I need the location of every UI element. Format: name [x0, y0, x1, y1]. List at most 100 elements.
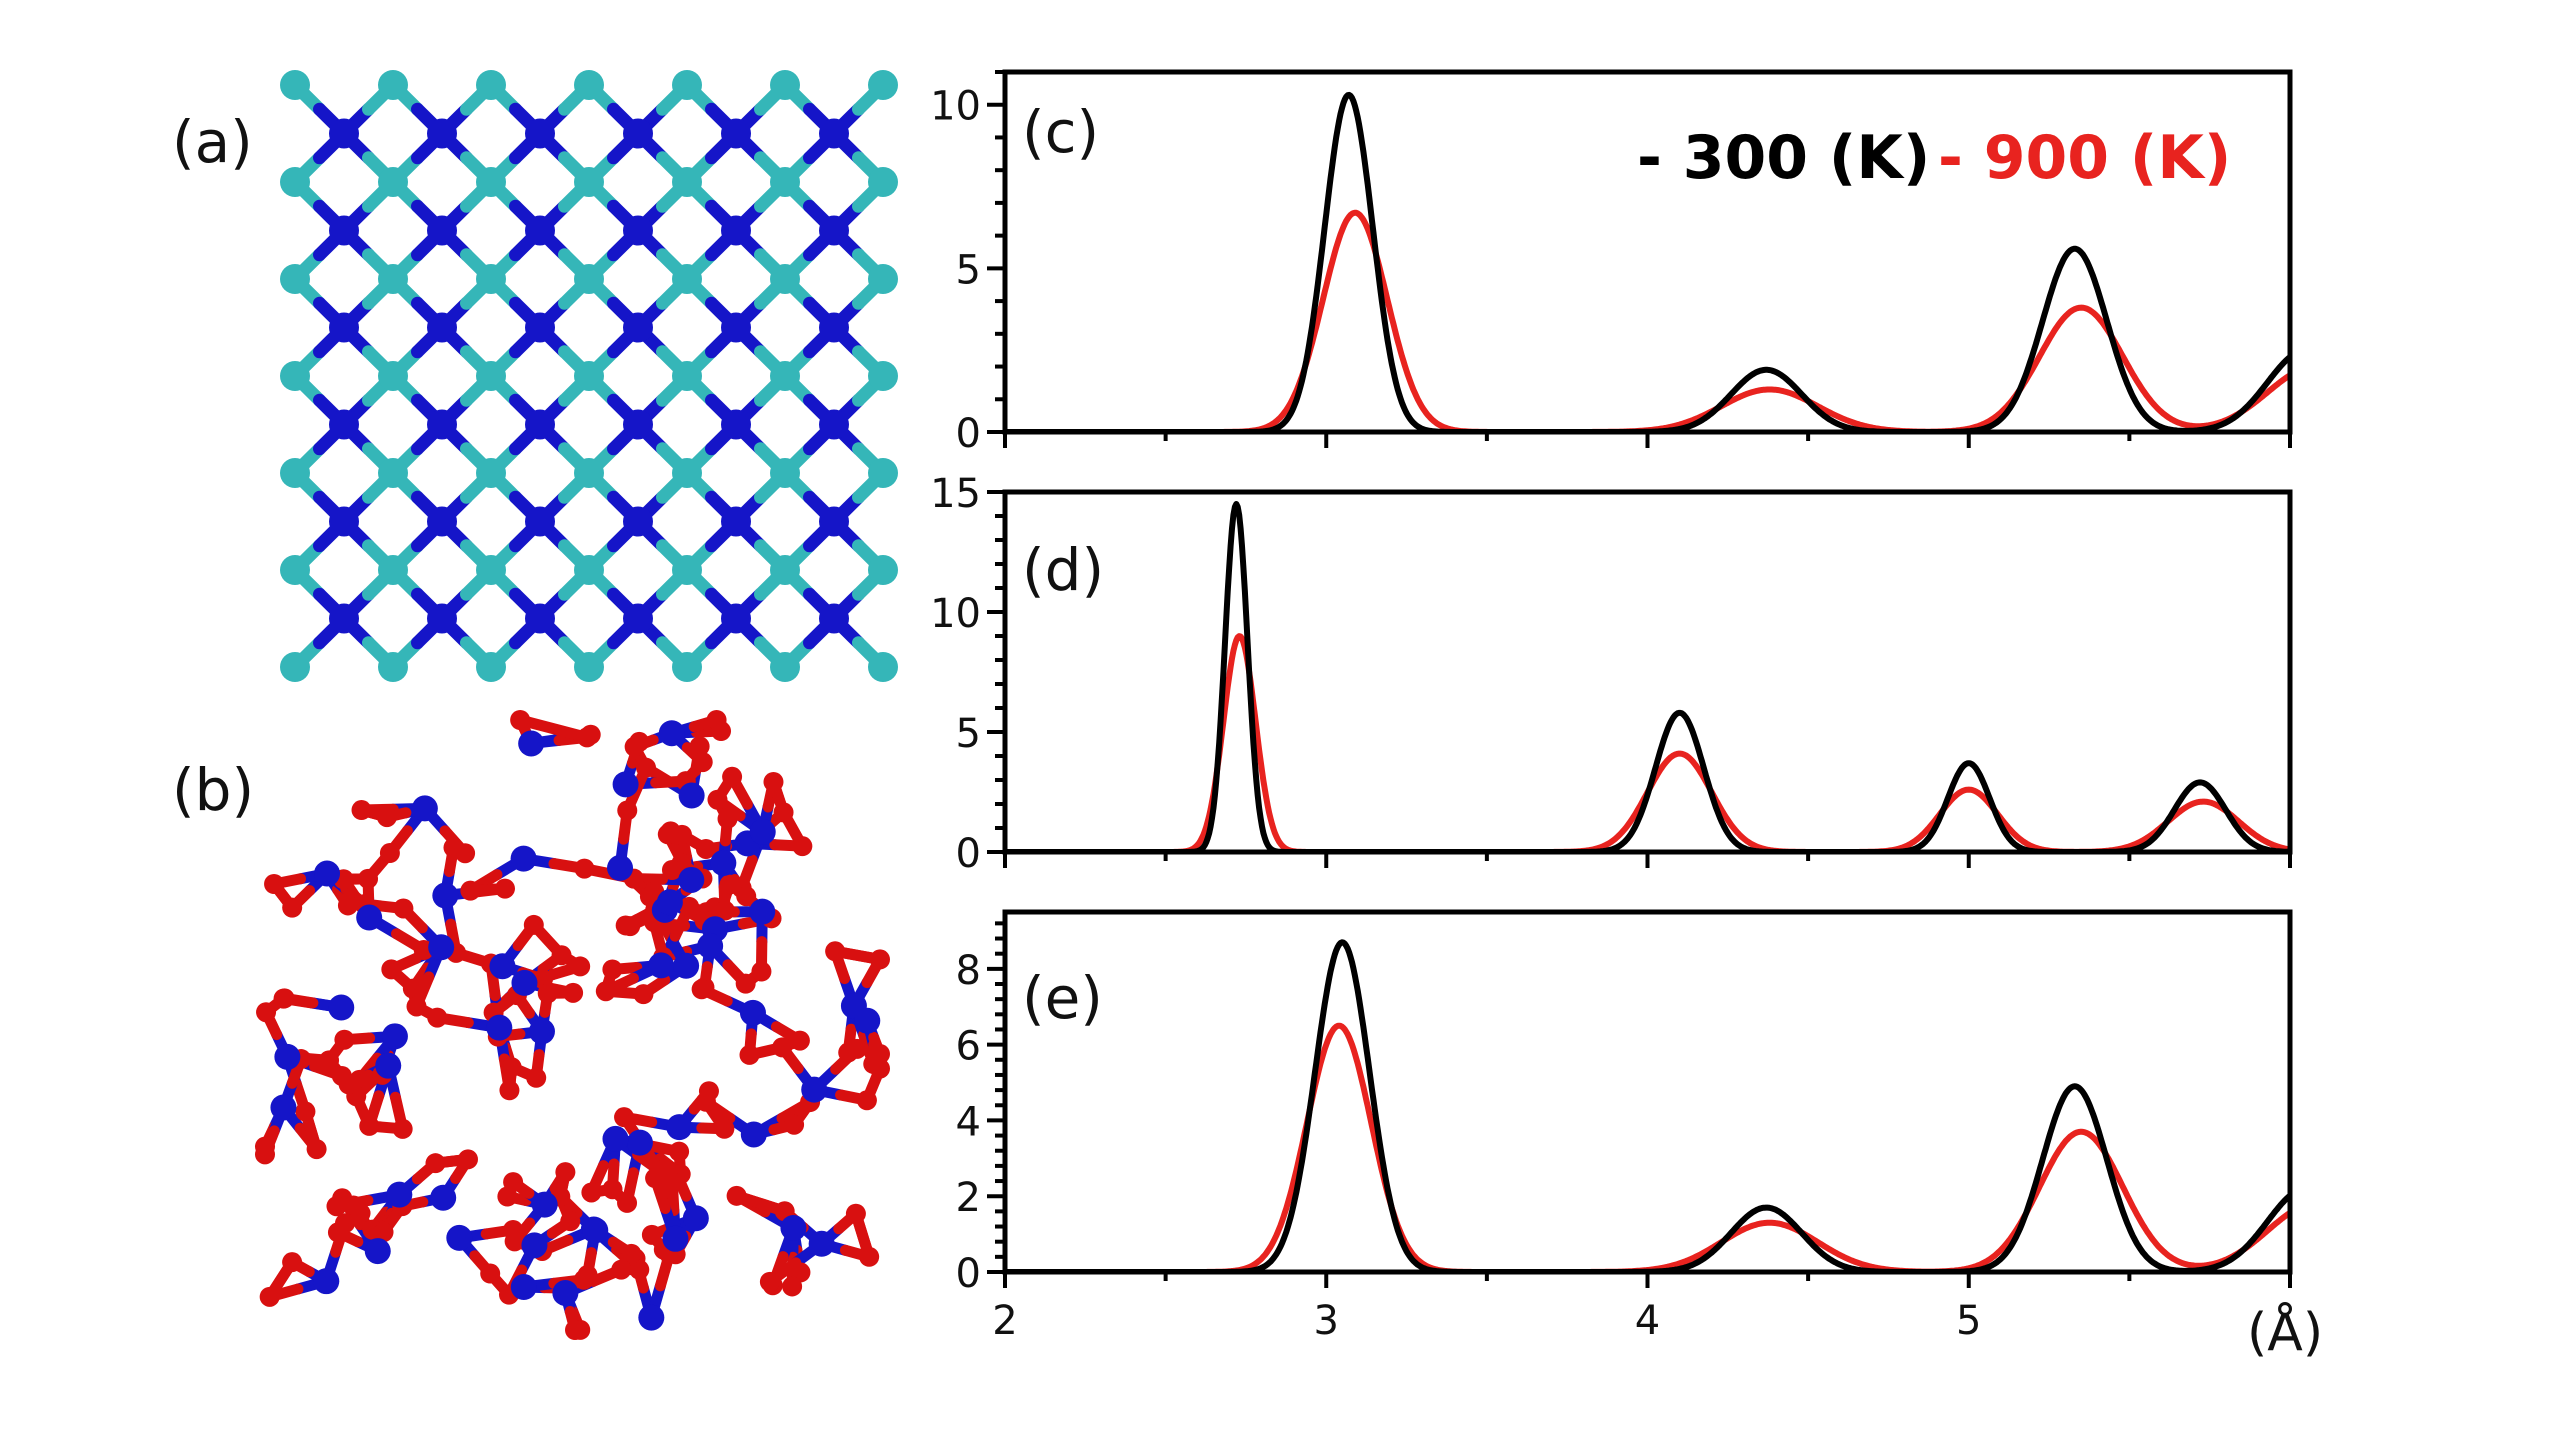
- atom: [525, 215, 555, 246]
- atom: [525, 603, 555, 634]
- atom: [759, 1271, 780, 1292]
- atom: [682, 1205, 709, 1232]
- atom: [658, 720, 685, 747]
- atom: [280, 264, 310, 294]
- atom: [617, 1192, 638, 1213]
- atom: [784, 1114, 805, 1135]
- atom: [868, 458, 898, 488]
- atom: [264, 874, 285, 895]
- atom: [386, 1181, 413, 1208]
- atom: [552, 1279, 579, 1306]
- atom: [770, 652, 800, 682]
- atom: [695, 838, 716, 859]
- atom: [577, 1264, 598, 1285]
- atom: [695, 1091, 716, 1112]
- atom: [526, 1067, 547, 1088]
- atom: [714, 1118, 735, 1139]
- atom: [486, 1014, 513, 1041]
- atom: [406, 996, 427, 1017]
- atom: [870, 949, 890, 970]
- atom: [427, 603, 457, 634]
- plot-panel: 0 5 10 (c): [930, 69, 2293, 457]
- atom: [563, 982, 584, 1003]
- atom: [476, 652, 506, 682]
- atom: [379, 843, 400, 864]
- atom: [574, 264, 604, 294]
- series-line: [1005, 209, 2290, 432]
- atom: [691, 979, 712, 1000]
- atom: [510, 710, 531, 730]
- atom: [476, 167, 506, 197]
- atom: [792, 836, 813, 857]
- atom: [282, 897, 303, 918]
- atom: [411, 795, 438, 822]
- legend-300K: - 300 (K): [1637, 123, 1930, 193]
- atom: [525, 312, 555, 343]
- atom: [649, 1160, 670, 1181]
- atom: [661, 860, 682, 881]
- atom: [531, 1191, 558, 1218]
- atom: [378, 70, 408, 100]
- atom: [521, 1232, 548, 1259]
- atom: [523, 914, 544, 935]
- atom: [770, 458, 800, 488]
- y-tick-label: 5: [956, 711, 981, 757]
- atom: [427, 215, 457, 246]
- atom: [717, 808, 738, 829]
- atom: [615, 915, 636, 936]
- atom: [614, 1107, 635, 1128]
- atom: [443, 837, 464, 858]
- series-line: [1005, 1022, 2290, 1272]
- atom: [334, 1029, 355, 1050]
- atom: [335, 1213, 356, 1234]
- y-tick-label: 10: [930, 591, 981, 637]
- y-tick-label: 8: [956, 948, 981, 994]
- atom: [525, 409, 555, 440]
- atom: [721, 409, 751, 440]
- atom: [726, 1185, 747, 1206]
- panel-label: (c): [1022, 98, 1099, 166]
- y-tick-label: 2: [956, 1175, 981, 1221]
- atom: [280, 70, 310, 100]
- atom: [868, 652, 898, 682]
- atom: [721, 118, 751, 149]
- atom: [692, 752, 713, 773]
- atom: [819, 506, 849, 537]
- atom: [669, 1141, 690, 1162]
- atom: [476, 264, 506, 294]
- atom: [612, 771, 639, 798]
- atom: [560, 1211, 581, 1232]
- atom: [706, 710, 727, 730]
- atom: [476, 555, 506, 585]
- atom: [476, 361, 506, 391]
- atom: [376, 807, 397, 828]
- atom: [338, 1074, 359, 1095]
- atom: [845, 1203, 866, 1224]
- atom: [381, 959, 402, 980]
- atom: [751, 961, 772, 982]
- atom: [499, 1080, 520, 1101]
- atom: [721, 603, 751, 634]
- atom: [868, 167, 898, 197]
- atom: [537, 983, 558, 1004]
- atom: [256, 1002, 277, 1023]
- atom: [868, 555, 898, 585]
- atom: [666, 1114, 693, 1141]
- atom: [337, 895, 358, 916]
- atom: [427, 409, 457, 440]
- x-tick-label: 5: [1956, 1298, 1981, 1344]
- atom: [870, 1043, 890, 1064]
- atom: [672, 555, 702, 585]
- atom: [735, 973, 756, 994]
- atom: [789, 1030, 810, 1051]
- atom: [581, 1182, 602, 1203]
- atom: [710, 849, 737, 876]
- atom: [722, 766, 743, 787]
- atom: [503, 1219, 524, 1240]
- atom: [626, 1129, 653, 1156]
- atom: [679, 896, 700, 917]
- atom: [859, 1246, 880, 1267]
- crystal-structure-image: [280, 70, 898, 682]
